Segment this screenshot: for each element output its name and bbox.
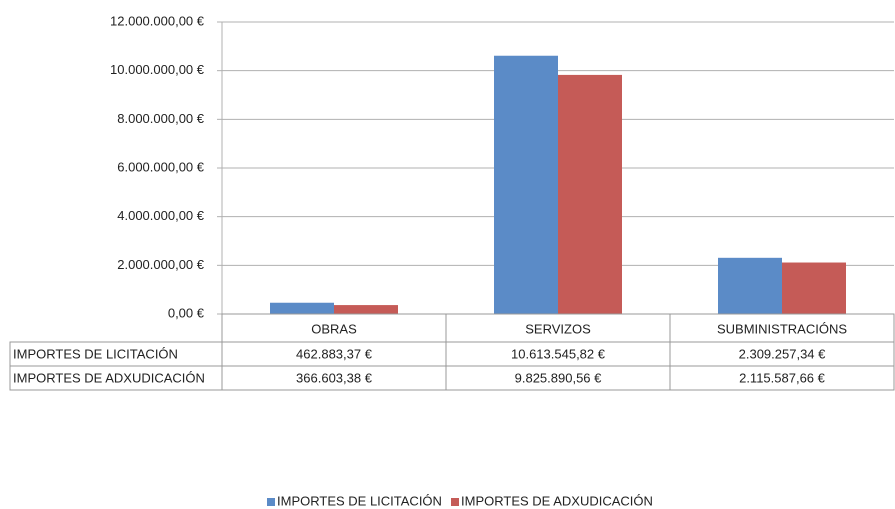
x-tick-label: OBRAS: [311, 321, 357, 336]
bar: [270, 302, 334, 314]
bar: [718, 257, 782, 314]
data-label: 462.883,37 €: [296, 346, 373, 361]
data-label: 10.613.545,82 €: [511, 346, 606, 361]
y-tick-label: 2.000.000,00 €: [117, 257, 205, 272]
x-tick-label: SERVIZOS: [525, 321, 591, 336]
legend-label: IMPORTES DE LICITACIÓN: [277, 493, 442, 508]
y-tick-label: 4.000.000,00 €: [117, 208, 205, 223]
y-tick-label: 10.000.000,00 €: [110, 62, 205, 77]
row-label: IMPORTES DE LICITACIÓN: [13, 346, 178, 361]
y-tick-label: 0,00 €: [168, 305, 205, 320]
data-label: 366.603,38 €: [296, 370, 373, 385]
bar: [494, 55, 558, 314]
bar: [334, 305, 398, 314]
legend-swatch: [267, 498, 275, 506]
bar: [558, 74, 622, 315]
legend-swatch: [451, 498, 459, 506]
row-label: IMPORTES DE ADXUDICACIÓN: [13, 370, 205, 385]
x-tick-label: SUBMINISTRACIÓNS: [717, 321, 847, 336]
y-tick-label: 12.000.000,00 €: [110, 13, 205, 28]
y-tick-label: 8.000.000,00 €: [117, 111, 205, 126]
data-label: 9.825.890,56 €: [515, 370, 603, 385]
legend-label: IMPORTES DE ADXUDICACIÓN: [461, 493, 653, 508]
data-label: 2.309.257,34 €: [739, 346, 827, 361]
data-label: 2.115.587,66 €: [739, 370, 826, 385]
table-cell: [669, 365, 895, 391]
bar: [782, 262, 846, 314]
y-tick-label: 6.000.000,00 €: [117, 159, 205, 174]
